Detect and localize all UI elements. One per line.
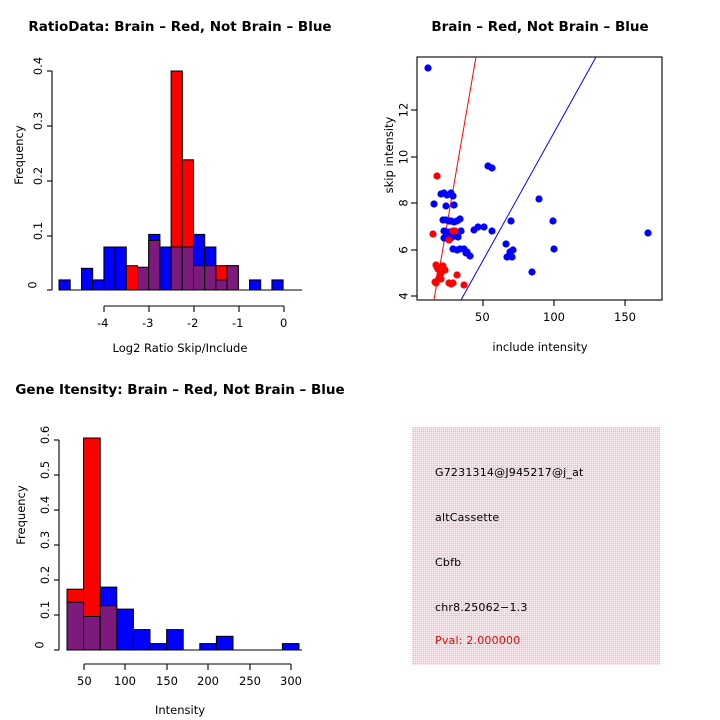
ratio-ytick-0.1: 0.1	[31, 221, 46, 241]
ratio-histogram-title: RatioData: Brain – Red, Not Brain – Blue	[28, 19, 332, 35]
gene-xtick-100: 100	[114, 674, 136, 688]
gene-y-axis	[54, 439, 60, 651]
scatter-ytick-6: 6	[396, 246, 411, 254]
scatter-ytick-4: 4	[396, 292, 411, 300]
gene-ytick-0.3: 0.3	[38, 530, 53, 550]
scatter-points-brain	[429, 172, 468, 289]
ratio-y-axis	[47, 70, 53, 291]
gene-ytick-0.5: 0.5	[38, 460, 53, 480]
gene-ytick-0.4: 0.4	[38, 495, 53, 515]
ratio-histogram-plot	[47, 70, 302, 312]
gene-xtick-250: 250	[239, 674, 261, 688]
ratio-ytick-0.0: 0	[25, 281, 40, 289]
ratio-ytick-0.3: 0.3	[31, 111, 46, 131]
ratio-x-axis	[103, 305, 285, 312]
scatter-xtick-150: 150	[614, 310, 636, 324]
scatter-ytick-8: 8	[396, 199, 411, 207]
ratio-ytick-0.2: 0.2	[31, 166, 46, 186]
info-probe-id: G7231314@J945217@j_at	[435, 466, 584, 479]
ratio-xtick--1: -1	[232, 316, 244, 330]
gene-histogram-panel: Gene Itensity: Brain – Red, Not Brain – …	[0, 360, 360, 720]
ratio-xtick-0: 0	[280, 316, 288, 330]
gene-ytick-0.1: 0.1	[38, 600, 53, 620]
ratio-ylabel: Frequency	[12, 125, 26, 185]
ratio-ytick-0.4: 0.4	[31, 56, 46, 76]
gene-histogram-title: Gene Itensity: Brain – Red, Not Brain – …	[15, 382, 345, 398]
gene-ytick-0.6: 0.6	[38, 425, 53, 445]
scatter-xlabel: include intensity	[492, 340, 588, 354]
gene-ytick-0.0: 0	[32, 641, 47, 649]
info-event-type: altCassette	[435, 511, 500, 524]
ratio-bars-brain	[125, 70, 239, 291]
gene-xtick-300: 300	[280, 674, 302, 688]
gene-x-axis	[83, 663, 292, 670]
scatter-ylabel: skip intensity	[382, 116, 396, 194]
scatter-y-axis	[411, 109, 417, 297]
intensity-scatter-panel: Brain – Red, Not Brain – Blue	[360, 0, 720, 360]
gene-ytick-0.2: 0.2	[38, 565, 53, 585]
annotation-info-panel: G7231314@J945217@j_at altCassette Cbfb c…	[412, 427, 660, 665]
info-pval: Pval: 2.000000	[435, 634, 521, 647]
ratio-histogram-panel: RatioData: Brain – Red, Not Brain – Blue	[0, 0, 360, 360]
not-brain-fit-line	[460, 57, 597, 300]
ratio-xtick--3: -3	[142, 316, 154, 330]
brain-fit-line	[433, 57, 477, 300]
scatter-xtick-50: 50	[475, 310, 490, 324]
gene-bars-brain	[66, 437, 118, 651]
scatter-x-axis	[482, 300, 626, 306]
info-locus: chr8.25062−1.3	[435, 601, 528, 614]
gene-histogram-plot	[54, 437, 302, 670]
ratio-xtick--2: -2	[187, 316, 199, 330]
scatter-plot-frame	[416, 56, 663, 301]
gene-xlabel: Intensity	[154, 703, 206, 717]
info-gene-symbol: Cbfb	[435, 556, 462, 569]
gene-xtick-50: 50	[77, 674, 92, 688]
ratio-xtick--4: -4	[97, 316, 109, 330]
ratio-xlabel: Log2 Ratio Skip/Include	[112, 341, 248, 355]
gene-xtick-150: 150	[156, 674, 178, 688]
gene-ylabel: Frequency	[14, 485, 28, 545]
scatter-points-not-brain	[424, 64, 652, 276]
scatter-title: Brain – Red, Not Brain – Blue	[431, 19, 649, 35]
scatter-xtick-100: 100	[543, 310, 565, 324]
gene-xtick-200: 200	[197, 674, 219, 688]
scatter-ytick-10: 10	[396, 149, 411, 165]
scatter-ytick-12: 12	[396, 102, 411, 118]
scatter-plot-area	[411, 56, 663, 306]
